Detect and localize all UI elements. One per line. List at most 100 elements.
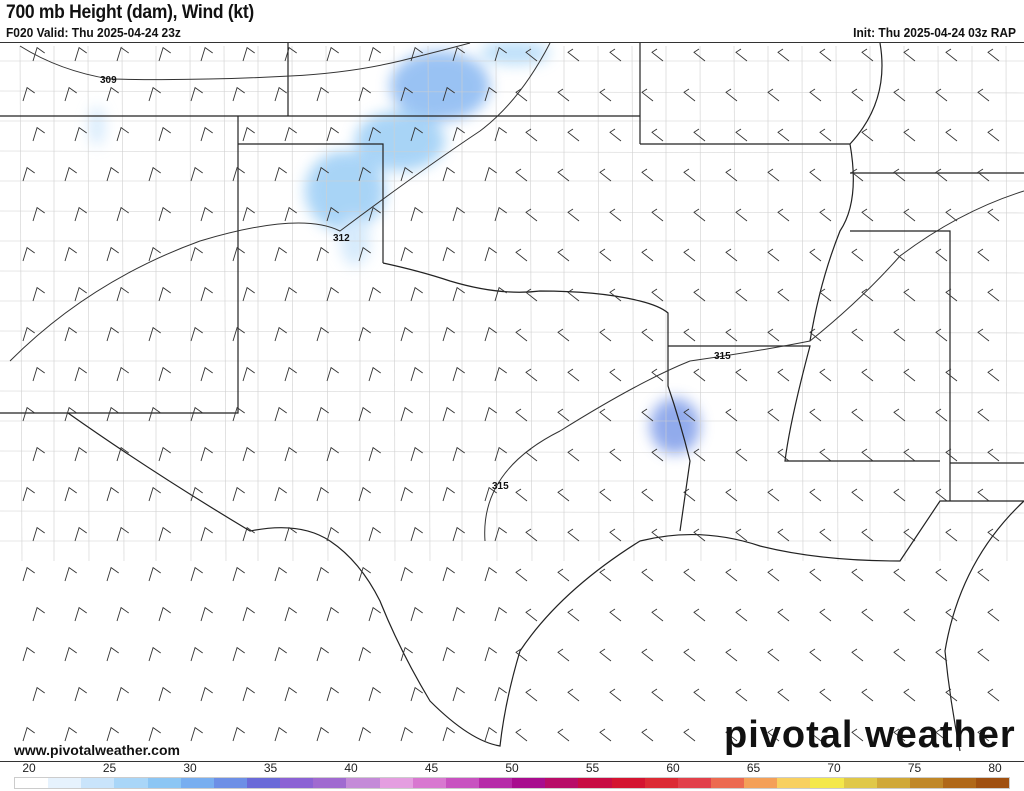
wind-barb bbox=[903, 128, 916, 142]
wind-barb bbox=[22, 566, 35, 582]
wind-barb bbox=[32, 206, 45, 222]
wind-barb bbox=[200, 126, 213, 142]
wind-barb bbox=[683, 728, 696, 742]
colorbar-swatch bbox=[379, 778, 413, 788]
wind-barb bbox=[767, 248, 780, 262]
wind-barb bbox=[693, 528, 706, 542]
wind-barb bbox=[158, 606, 171, 622]
wind-barb bbox=[641, 568, 654, 582]
wind-barb bbox=[106, 486, 119, 502]
wind-barb bbox=[64, 486, 77, 502]
wind-barb bbox=[861, 528, 874, 542]
wind-barb bbox=[641, 648, 654, 662]
wind-barb bbox=[599, 568, 612, 582]
wind-barb bbox=[232, 246, 245, 262]
wind-barb bbox=[116, 686, 129, 702]
wind-barb bbox=[316, 646, 329, 662]
wind-barb bbox=[945, 608, 958, 622]
wind-barb bbox=[977, 488, 990, 502]
precip-blob bbox=[355, 111, 445, 171]
wind-barb bbox=[935, 648, 948, 662]
wind-barb bbox=[987, 48, 1000, 62]
wind-barb bbox=[190, 566, 203, 582]
wind-barb bbox=[400, 406, 413, 422]
wind-barb bbox=[945, 48, 958, 62]
wind-barb bbox=[106, 406, 119, 422]
wind-barb bbox=[494, 526, 507, 542]
website-link[interactable]: www.pivotalweather.com bbox=[14, 742, 180, 758]
wind-barb bbox=[977, 568, 990, 582]
wind-barb bbox=[567, 288, 580, 302]
wind-barb bbox=[484, 726, 497, 742]
wind-barb bbox=[777, 448, 790, 462]
wind-barb bbox=[74, 286, 87, 302]
wind-barb bbox=[977, 728, 990, 742]
wind-barb bbox=[819, 368, 832, 382]
colorbar-swatch bbox=[81, 778, 115, 788]
colorbar-swatch bbox=[313, 778, 347, 788]
wind-barb bbox=[316, 166, 329, 182]
wind-barb bbox=[987, 528, 1000, 542]
wind-barb bbox=[935, 88, 948, 102]
wind-barb bbox=[609, 288, 622, 302]
wind-barb bbox=[851, 168, 864, 182]
wind-barb bbox=[777, 528, 790, 542]
wind-barb bbox=[599, 728, 612, 742]
colorbar-swatch bbox=[512, 778, 546, 788]
wind-barb bbox=[148, 406, 161, 422]
contour-labels: 309 312 315 315 bbox=[100, 75, 731, 492]
colorbar-swatch bbox=[412, 778, 446, 788]
wind-barb bbox=[358, 406, 371, 422]
wind-barb bbox=[232, 406, 245, 422]
wind-barb bbox=[683, 88, 696, 102]
wind-barb bbox=[232, 86, 245, 102]
wind-barb bbox=[515, 648, 528, 662]
wind-barb bbox=[609, 128, 622, 142]
wind-barb bbox=[767, 648, 780, 662]
weather-map[interactable]: 309 312 315 315 bbox=[0, 41, 1024, 762]
wind-barb bbox=[22, 246, 35, 262]
wind-barb bbox=[200, 286, 213, 302]
wind-barb bbox=[200, 446, 213, 462]
wind-barb bbox=[777, 128, 790, 142]
wind-barb bbox=[767, 168, 780, 182]
colorbar-labels: 20 25 30 35 40 45 50 55 60 65 70 75 80 bbox=[0, 761, 1024, 775]
wind-barb bbox=[32, 606, 45, 622]
wind-barb bbox=[893, 648, 906, 662]
wind-barb bbox=[32, 126, 45, 142]
wind-barb bbox=[22, 326, 35, 342]
wind-barb bbox=[494, 126, 507, 142]
wind-barb bbox=[64, 86, 77, 102]
wind-barb bbox=[725, 408, 738, 422]
wind-barb bbox=[358, 566, 371, 582]
wind-barb bbox=[64, 566, 77, 582]
wind-barb bbox=[358, 726, 371, 742]
wind-barb bbox=[158, 126, 171, 142]
wind-barb bbox=[893, 328, 906, 342]
chart-title: 700 mb Height (dam), Wind (kt) bbox=[6, 2, 254, 23]
wind-barb bbox=[316, 486, 329, 502]
wind-barb bbox=[452, 446, 465, 462]
wind-barb bbox=[809, 248, 822, 262]
wind-barb bbox=[158, 286, 171, 302]
wind-barb bbox=[777, 48, 790, 62]
wind-barb bbox=[484, 326, 497, 342]
wind-barb bbox=[242, 366, 255, 382]
wind-barb bbox=[368, 46, 381, 62]
wind-barb bbox=[106, 646, 119, 662]
wind-barb bbox=[494, 686, 507, 702]
wind-barb bbox=[609, 208, 622, 222]
wind-barb bbox=[935, 488, 948, 502]
wind-barb bbox=[977, 168, 990, 182]
wind-barb bbox=[819, 128, 832, 142]
wind-barb bbox=[735, 48, 748, 62]
wind-barb bbox=[599, 88, 612, 102]
wind-barb bbox=[284, 606, 297, 622]
wind-barb bbox=[74, 126, 87, 142]
wind-barb bbox=[683, 568, 696, 582]
wind-barb bbox=[368, 606, 381, 622]
wind-barb bbox=[442, 566, 455, 582]
wind-barb bbox=[609, 48, 622, 62]
wind-barb bbox=[599, 168, 612, 182]
wind-barb bbox=[861, 288, 874, 302]
